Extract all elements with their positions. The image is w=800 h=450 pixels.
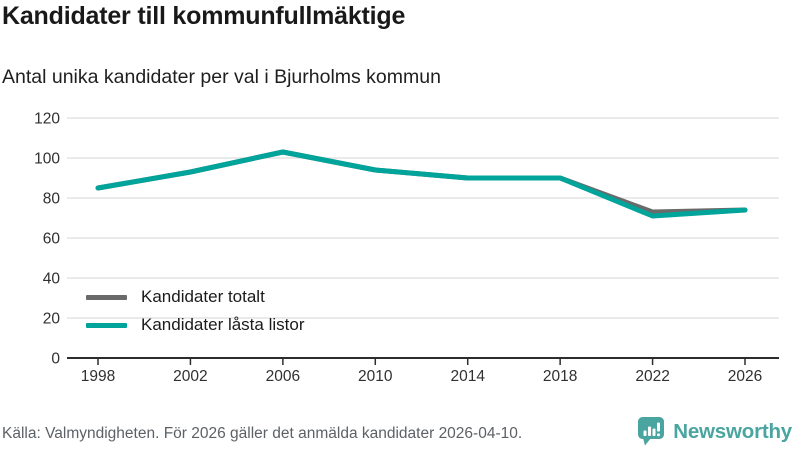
footer: Källa: Valmyndigheten. För 2026 gäller d… (0, 412, 800, 450)
x-tick-label: 2018 (543, 368, 577, 385)
x-tick-label: 2014 (450, 368, 485, 385)
legend-label-total: Kandidater totalt (141, 287, 265, 306)
x-tick-label: 2010 (358, 368, 393, 385)
legend-item-total: Kandidater totalt (86, 286, 304, 308)
y-tick-label: 120 (34, 111, 60, 128)
brand-name: Newsworthy (673, 419, 792, 443)
y-tick-label: 40 (43, 271, 61, 288)
y-tick-label: 100 (34, 151, 60, 168)
legend-label-locked-lists: Kandidater låsta listor (141, 315, 305, 334)
x-tick-label: 2022 (635, 368, 669, 385)
y-tick-label: 0 (51, 351, 60, 368)
legend-swatch-total (86, 294, 127, 300)
newsworthy-brand: Newsworthy (638, 417, 792, 446)
x-tick-label: 1998 (81, 368, 115, 385)
y-tick-label: 80 (43, 191, 61, 208)
source-note: Källa: Valmyndigheten. För 2026 gäller d… (2, 425, 523, 442)
page-subtitle: Antal unika kandidater per val i Bjurhol… (2, 66, 441, 88)
x-tick-label: 2026 (728, 368, 762, 385)
series-line-1 (95, 149, 748, 219)
legend-item-locked-lists: Kandidater låsta listor (86, 314, 304, 336)
y-tick-label: 20 (43, 311, 61, 328)
series-line-0 (95, 149, 748, 215)
legend-swatch-locked-lists (86, 322, 127, 328)
line-chart: 0 20 40 60 80 100 120 1998 2002 2006 2010 2014 2018 2… (34, 111, 779, 385)
chart-legend: Kandidater totalt Kandidater låsta listo… (86, 286, 304, 336)
x-tick-label: 2002 (173, 368, 207, 385)
x-tick-label: 2006 (266, 368, 300, 385)
newsworthy-logo-icon (638, 417, 665, 446)
page-title: Kandidater till kommunfullmäktige (2, 2, 406, 30)
y-tick-label: 60 (43, 231, 61, 248)
